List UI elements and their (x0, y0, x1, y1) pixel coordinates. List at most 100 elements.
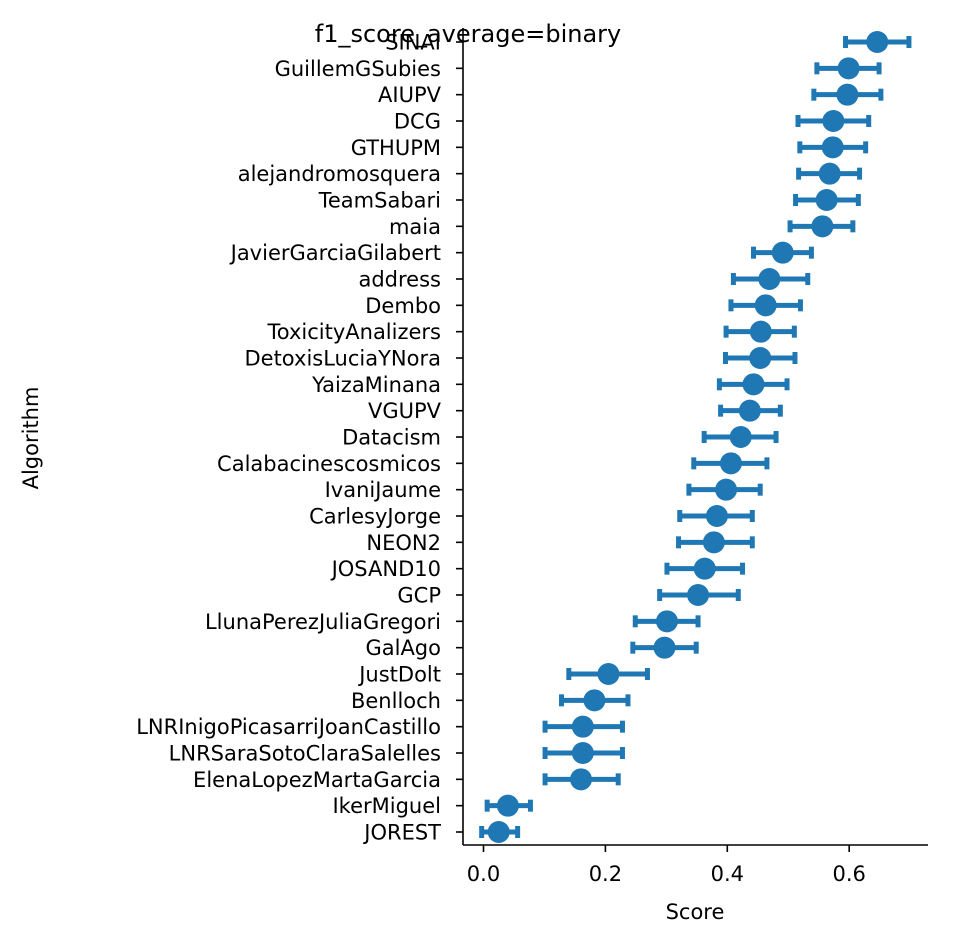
data-point-marker (754, 294, 777, 317)
y-tick-label: Datacism (342, 426, 441, 450)
y-tick-label: JustDolt (357, 663, 441, 687)
data-point-marker (702, 531, 725, 554)
data-point-group (701, 426, 779, 448)
y-tick-label: VGUPV (368, 399, 442, 423)
data-point-group (811, 83, 884, 106)
data-point-marker (597, 663, 620, 685)
data-point-group (814, 57, 882, 80)
data-point-marker (749, 320, 772, 343)
data-point-marker (571, 742, 594, 764)
y-tick-label: address (358, 268, 441, 292)
data-point-group (566, 663, 650, 685)
chart-title: f1_score_average=binary (315, 20, 621, 48)
y-tick-label: SINAI (385, 31, 441, 55)
data-point-group (542, 742, 625, 764)
data-point-marker (715, 478, 738, 501)
data-point-group (793, 189, 861, 211)
data-point-marker (738, 399, 761, 422)
data-point-marker (653, 636, 676, 659)
y-tick-label: LNRSaraSotoClaraSalelles (169, 742, 441, 766)
x-tick-label: 0.2 (589, 862, 622, 886)
y-tick-label: JavierGarciaGilabert (229, 241, 441, 265)
x-axis: 0.0 0.2 0.4 0.6 (463, 844, 928, 886)
y-tick-label: CarlesyJorge (309, 505, 441, 529)
data-point-group (630, 636, 699, 659)
y-tick-label: maia (389, 215, 441, 239)
data-point-marker (815, 189, 838, 211)
data-point-marker (758, 268, 781, 290)
data-point-group (542, 768, 621, 791)
data-point-group (691, 452, 770, 475)
data-point-group (686, 478, 763, 501)
y-tick-label: IvaniJaume (325, 478, 441, 502)
plot-area (479, 31, 912, 843)
data-point-marker (496, 794, 519, 817)
y-tick-label: YaizaMinana (311, 373, 441, 397)
data-point-marker (837, 57, 860, 80)
data-point-marker (655, 610, 678, 633)
y-tick-label: alejandromosquera (238, 162, 441, 186)
y-tick-label: LlunaPerezJuliaGregori (205, 610, 441, 634)
x-tick-label: 0.4 (711, 862, 744, 886)
data-point-group (787, 215, 856, 238)
data-point-marker (811, 215, 834, 238)
y-tick-label: GTHUPM (351, 136, 441, 160)
y-tick-label: ToxicityAnalizers (267, 320, 442, 344)
data-point-marker (719, 452, 742, 475)
y-tick-label: GuillemGSubies (275, 57, 441, 81)
data-point-group (632, 610, 701, 633)
y-tick-label: IkerMiguel (332, 794, 441, 818)
x-tick-label: 0.0 (467, 862, 500, 886)
x-axis-title: Score (666, 900, 725, 924)
data-point-marker (571, 715, 594, 738)
data-point-group (559, 689, 631, 712)
y-tick-label: GalAgo (365, 636, 441, 660)
data-point-group (718, 399, 783, 422)
data-point-marker (705, 505, 728, 527)
data-point-group (676, 531, 755, 554)
x-tick-label: 0.6 (832, 862, 865, 886)
data-point-marker (583, 689, 606, 712)
y-tick-label: GCP (397, 584, 441, 608)
data-point-marker (821, 136, 844, 159)
data-point-group (730, 268, 811, 290)
data-point-marker (822, 110, 845, 132)
data-point-marker (687, 584, 710, 606)
y-tick-label: DCG (394, 110, 441, 134)
data-point-group (843, 31, 912, 53)
y-tick-label: ElenaLopezMartaGarcia (193, 768, 441, 792)
y-tick-label: JOSAND10 (330, 557, 441, 581)
data-point-group (664, 557, 746, 580)
data-point-marker (818, 162, 841, 185)
data-point-group (716, 373, 790, 396)
y-axis-title: Algorithm (19, 387, 43, 490)
data-point-marker (487, 821, 510, 843)
data-point-group (479, 821, 521, 843)
y-tick-label: JOREST (362, 821, 441, 845)
data-point-group (657, 584, 741, 606)
data-point-group (795, 110, 872, 132)
y-tick-label: NEON2 (366, 531, 441, 555)
data-point-group (677, 505, 755, 527)
data-point-marker (570, 768, 593, 791)
data-point-group (484, 794, 533, 817)
y-tick-label: Benlloch (351, 689, 441, 713)
y-tick-label: LNRInigoPicasarriJoanCastillo (136, 715, 441, 739)
data-point-marker (742, 373, 765, 396)
data-point-marker (866, 31, 889, 53)
data-point-group (542, 715, 625, 738)
data-point-marker (836, 83, 859, 106)
y-tick-label: Calabacinescosmicos (217, 452, 441, 476)
data-point-group (728, 294, 803, 317)
data-point-group (723, 320, 797, 343)
y-tick-label: DetoxisLuciaYNora (244, 347, 441, 371)
y-tick-label: Dembo (365, 294, 441, 318)
y-tick-label: TeamSabari (318, 189, 441, 213)
data-point-group (797, 136, 869, 159)
data-point-marker (749, 347, 772, 369)
data-point-marker (693, 557, 716, 580)
data-point-marker (729, 426, 752, 448)
